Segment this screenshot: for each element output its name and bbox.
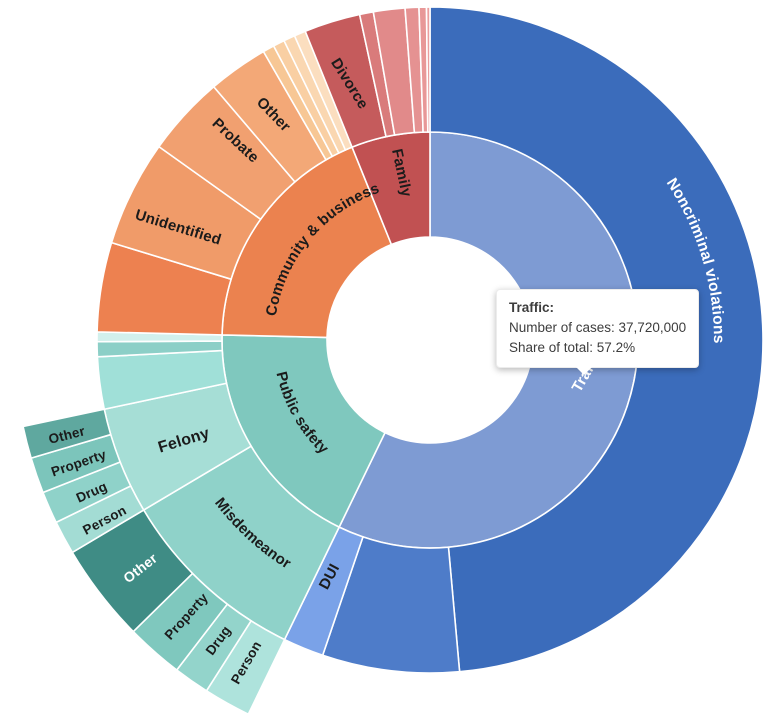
tooltip-pointer [575,366,593,375]
tooltip-title: Traffic: [509,300,555,315]
segment-noncriminal-violations[interactable] [429,6,764,673]
tooltip: Traffic: Number of cases: 37,720,000 Sha… [496,289,700,375]
tooltip-share-line: Share of total: 57.2% [509,340,636,355]
segment-felony-other[interactable] [22,408,112,459]
segment-family-minor-5[interactable] [425,6,431,133]
tooltip-cases-line: Number of cases: 37,720,000 [509,320,687,335]
